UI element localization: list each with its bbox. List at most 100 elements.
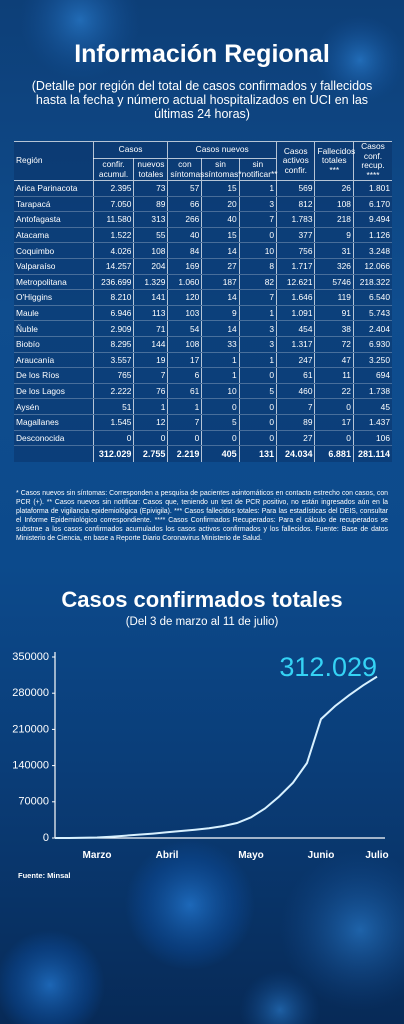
- column-header: nuevos totales: [133, 158, 168, 181]
- value-cell: 3: [238, 196, 277, 213]
- value-cell: 454: [276, 320, 315, 337]
- subtitle: (Detalle por región del total de casos c…: [31, 79, 373, 121]
- value-cell: 2.909: [92, 320, 134, 337]
- footnote: * Casos nuevos sin síntomas: Corresponde…: [16, 490, 388, 542]
- value-cell: 40: [201, 211, 240, 228]
- column-header: confir. acumul.: [92, 158, 134, 181]
- value-cell: 91: [314, 305, 354, 322]
- value-cell: 27: [276, 430, 315, 447]
- virus-decoration: [240, 970, 320, 1024]
- y-tick-label: 280000: [12, 687, 49, 699]
- y-tick-label: 70000: [18, 796, 49, 808]
- value-cell: 266: [167, 211, 202, 228]
- value-cell: 144: [133, 336, 168, 353]
- value-cell: 5: [238, 383, 277, 400]
- value-cell: 54: [167, 320, 202, 337]
- value-cell: 218: [314, 211, 354, 228]
- value-cell: 187: [201, 274, 240, 291]
- total-cell: 2.755: [133, 445, 168, 463]
- value-cell: 0: [167, 430, 202, 447]
- value-cell: 0: [238, 367, 277, 384]
- total-cell: 312.029: [92, 445, 134, 463]
- region-cell: Atacama: [14, 227, 94, 244]
- virus-decoration: [20, 0, 140, 80]
- total-cell: 2.219: [167, 445, 202, 463]
- value-cell: 11: [314, 367, 354, 384]
- value-cell: 1: [238, 305, 277, 322]
- value-cell: 45: [352, 398, 392, 415]
- value-cell: 22: [314, 383, 354, 400]
- value-cell: 72: [314, 336, 354, 353]
- region-cell: Araucanía: [14, 352, 94, 369]
- value-cell: 1.317: [276, 336, 315, 353]
- table-row: De los Ríos 765 7 6 1 0 61 11 694: [14, 367, 392, 384]
- region-cell: Antofagasta: [14, 211, 94, 228]
- source: Fuente: Minsal: [18, 871, 71, 880]
- value-cell: 1.126: [352, 227, 392, 244]
- value-cell: 76: [133, 383, 168, 400]
- group-header: Casos: [92, 140, 168, 160]
- value-cell: 0: [201, 430, 240, 447]
- region-cell: Ñuble: [14, 320, 94, 337]
- value-cell: 0: [92, 430, 134, 447]
- value-cell: 26: [314, 180, 354, 197]
- value-cell: 141: [133, 289, 168, 306]
- value-cell: 313: [133, 211, 168, 228]
- column-header: con síntomas: [167, 158, 204, 181]
- value-cell: 5: [201, 414, 240, 431]
- value-cell: 8.295: [92, 336, 134, 353]
- value-cell: 6: [167, 367, 202, 384]
- value-cell: 15: [201, 227, 240, 244]
- region-cell: Tarapacá: [14, 196, 94, 213]
- table-row: Metropolitana 236.699 1.329 1.060 187 82 12.62…: [14, 274, 392, 291]
- value-cell: 3: [238, 320, 277, 337]
- region-cell: Magallanes: [14, 414, 94, 431]
- table-row: Maule 6.946 113 103 9 1 1.091 91 5.743: [14, 305, 392, 322]
- table-row: De los Lagos 2.222 76 61 10 5 460 22 1.738: [14, 383, 392, 400]
- value-cell: 1: [238, 180, 277, 197]
- region-cell: Aysén: [14, 398, 94, 415]
- annotation: 312.029: [279, 652, 377, 682]
- group-header: Casos nuevos: [167, 140, 277, 160]
- value-cell: 14.257: [92, 258, 134, 275]
- region-cell: O'Higgins: [14, 289, 94, 306]
- value-cell: 89: [133, 196, 168, 213]
- region-cell: Coquimbo: [14, 242, 94, 259]
- region-cell: Biobío: [14, 336, 94, 353]
- x-tick-label: Mayo: [238, 850, 264, 861]
- region-cell: Maule: [14, 305, 94, 322]
- table-row: Antofagasta 11.580 313 266 40 7 1.783 218 9.494: [14, 211, 392, 228]
- value-cell: 7.050: [92, 196, 134, 213]
- total-cell: 131: [238, 445, 277, 463]
- value-cell: 2.222: [92, 383, 134, 400]
- value-cell: 6.946: [92, 305, 134, 322]
- value-cell: 326: [314, 258, 354, 275]
- column-header: Región: [14, 141, 94, 181]
- value-cell: 1: [167, 398, 202, 415]
- value-cell: 61: [167, 383, 202, 400]
- value-cell: 12.066: [352, 258, 392, 275]
- value-cell: 7: [276, 398, 315, 415]
- value-cell: 3.557: [92, 352, 134, 369]
- total-cell: 281.114: [352, 445, 392, 463]
- line: [55, 675, 378, 839]
- value-cell: 15: [201, 180, 240, 197]
- y-tick-label: 210000: [12, 723, 49, 735]
- value-cell: 1.522: [92, 227, 134, 244]
- value-cell: 7: [167, 414, 202, 431]
- header-row: Región Casos Casos nuevos Casos activos con…: [14, 140, 392, 181]
- value-cell: 0: [238, 227, 277, 244]
- table-row: Araucanía 3.557 19 17 1 1 247 47 3.250: [14, 352, 392, 369]
- y-tick-label: 0: [43, 832, 49, 844]
- value-cell: 33: [201, 336, 240, 353]
- table-row: O'Higgins 8.210 141 120 14 7 1.646 119 6.540: [14, 289, 392, 306]
- value-cell: 5746: [314, 274, 354, 291]
- table-row: Aysén 51 1 1 0 0 7 0 45: [14, 398, 392, 415]
- total-cell: 405: [201, 445, 240, 463]
- value-cell: 6.930: [352, 336, 392, 353]
- value-cell: 1.060: [167, 274, 202, 291]
- value-cell: 1.738: [352, 383, 392, 400]
- value-cell: 12.621: [276, 274, 315, 291]
- value-cell: 6.540: [352, 289, 392, 306]
- chart: Casos confirmados totales (Del 3 de marz…: [12, 587, 388, 861]
